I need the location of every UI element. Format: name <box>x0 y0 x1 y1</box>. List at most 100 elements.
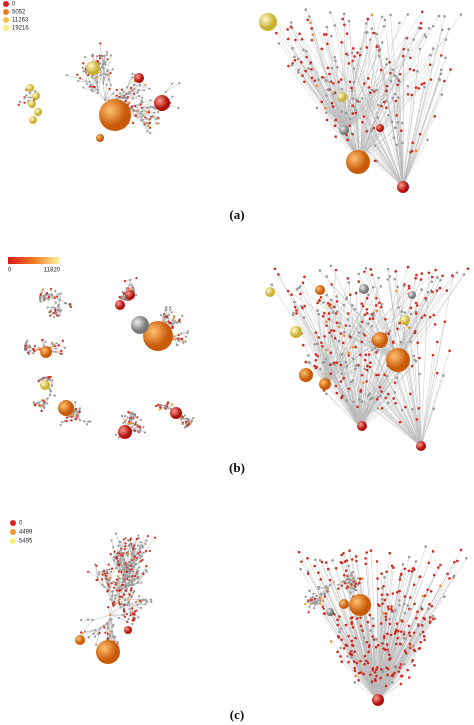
node <box>121 295 124 299</box>
node <box>388 551 392 555</box>
node <box>319 599 322 602</box>
node <box>349 591 352 594</box>
node <box>359 671 363 674</box>
edge <box>397 275 453 361</box>
node <box>419 21 423 25</box>
node <box>335 391 339 395</box>
edge <box>361 365 413 427</box>
node <box>40 409 43 413</box>
edge <box>118 596 132 601</box>
node <box>318 585 321 589</box>
node <box>335 321 339 324</box>
edge <box>334 92 345 131</box>
node <box>173 338 177 341</box>
node <box>136 109 139 112</box>
node <box>58 314 61 317</box>
edge <box>361 293 409 427</box>
node <box>145 549 148 553</box>
node <box>128 607 131 610</box>
node <box>378 301 381 305</box>
node <box>77 414 80 418</box>
node <box>462 273 466 276</box>
edge <box>116 89 123 96</box>
edge <box>325 304 331 383</box>
node <box>396 636 399 640</box>
edge <box>341 661 379 701</box>
node <box>117 564 120 567</box>
edge <box>359 14 462 161</box>
edge <box>305 70 361 161</box>
edge <box>372 397 422 447</box>
node <box>110 570 113 573</box>
node <box>48 388 51 391</box>
node <box>354 674 357 678</box>
node <box>406 13 410 16</box>
node <box>347 62 351 65</box>
node <box>136 544 140 547</box>
node <box>407 631 411 635</box>
node <box>354 555 358 558</box>
node <box>136 416 139 419</box>
node <box>416 610 419 614</box>
node <box>47 375 50 379</box>
node <box>112 624 115 627</box>
node <box>350 558 354 561</box>
node <box>87 635 90 639</box>
node <box>29 96 32 99</box>
edge <box>357 274 465 426</box>
node <box>122 421 125 424</box>
node <box>139 103 142 107</box>
node <box>103 585 106 588</box>
node <box>375 88 378 92</box>
node <box>353 55 356 58</box>
edge <box>402 80 445 187</box>
edge <box>118 617 133 625</box>
node <box>131 622 134 626</box>
node <box>140 581 143 584</box>
node <box>350 622 353 626</box>
node <box>432 407 435 410</box>
node <box>106 637 110 640</box>
node <box>114 597 117 600</box>
edge <box>343 16 383 131</box>
edge <box>173 336 182 340</box>
node <box>86 570 90 573</box>
node <box>369 268 373 271</box>
node <box>372 638 376 641</box>
node <box>138 83 142 87</box>
node <box>355 617 359 620</box>
node <box>41 338 44 342</box>
node <box>435 371 439 375</box>
legend-swatch <box>3 17 9 23</box>
edge <box>402 139 428 187</box>
node <box>403 662 406 666</box>
node <box>90 88 93 91</box>
node <box>335 295 338 298</box>
node <box>347 564 351 568</box>
node <box>144 598 147 601</box>
node <box>46 397 49 400</box>
node <box>170 311 173 314</box>
node <box>399 682 403 686</box>
node <box>37 380 40 383</box>
node <box>297 68 300 72</box>
node <box>307 67 310 70</box>
node <box>140 559 143 562</box>
node <box>277 42 281 45</box>
node <box>417 647 421 651</box>
node <box>419 605 423 609</box>
node <box>379 305 383 309</box>
edge <box>373 625 379 701</box>
node <box>336 618 339 622</box>
node <box>359 616 362 620</box>
edge <box>343 70 415 131</box>
node <box>421 594 425 598</box>
node <box>91 90 94 93</box>
node <box>85 82 89 85</box>
node <box>111 594 114 597</box>
node <box>356 51 359 54</box>
node <box>43 299 46 302</box>
node <box>380 390 383 393</box>
node <box>167 313 171 317</box>
hub-node <box>265 287 275 297</box>
